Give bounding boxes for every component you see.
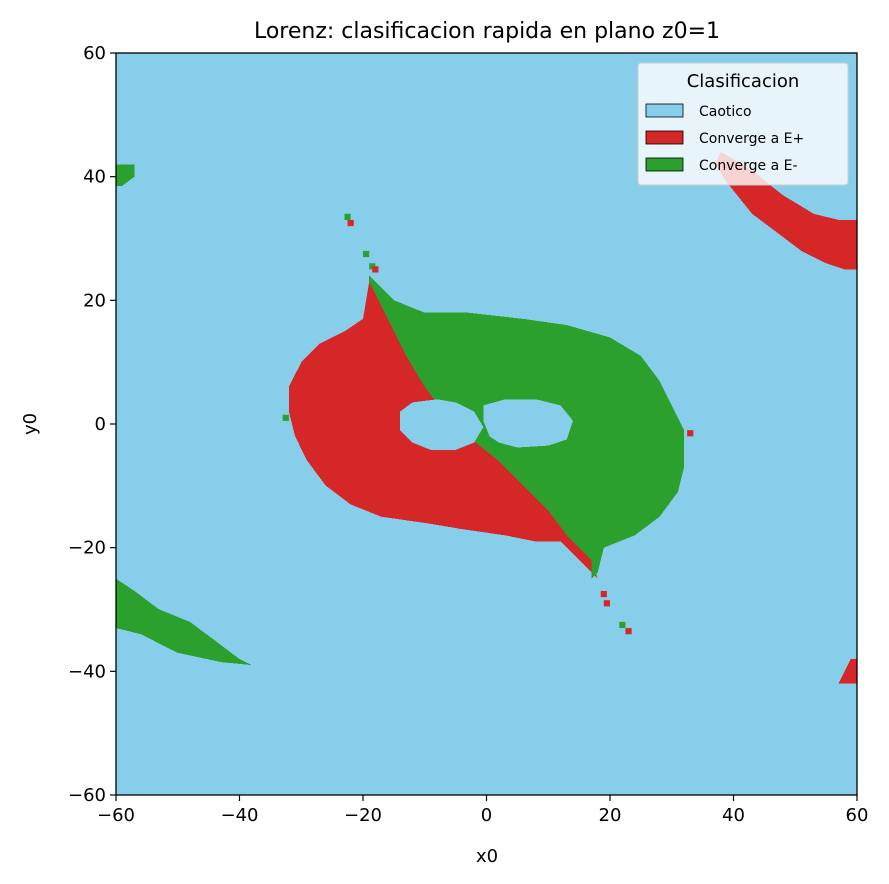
legend: Clasificacion Caotico Converge a E+ Conver… (637, 62, 849, 186)
x-tick-label: 60 (846, 805, 869, 826)
x-tick-label: 20 (599, 805, 622, 826)
heatmap-speckle (347, 219, 354, 227)
y-axis-ticks: −60 −40 −20 0 20 40 60 (68, 43, 116, 806)
x-axis-label: x0 (476, 846, 498, 867)
x-tick-label: −40 (221, 805, 259, 826)
y-tick-label: 0 (95, 414, 106, 435)
heatmap-speckle (372, 266, 379, 273)
y-tick-label: 60 (83, 43, 106, 64)
heatmap-region-4 (483, 399, 573, 448)
legend-entry-label: Caotico (699, 104, 752, 120)
x-tick-label: −20 (344, 805, 382, 826)
y-tick-label: −60 (68, 785, 106, 806)
heatmap-speckle (625, 628, 632, 635)
legend-entry-label: Converge a E+ (699, 131, 804, 147)
x-tick-label: 40 (722, 805, 745, 826)
legend-frame (637, 62, 849, 186)
y-axis-label: y0 (20, 413, 41, 435)
legend-entry-label: Converge a E- (699, 158, 798, 174)
heatmap-speckle (282, 414, 289, 421)
heatmap-speckle (600, 590, 607, 598)
legend-swatch (645, 103, 684, 118)
heatmap-speckle (369, 263, 376, 270)
heatmap-region-7 (116, 164, 135, 186)
legend-title: Clasificacion (687, 71, 800, 92)
legend-swatch (645, 130, 684, 145)
chart-title: Lorenz: clasificacion rapida en plano z0… (254, 19, 720, 44)
legend-entries: Caotico Converge a E+ Converge a E- (645, 103, 804, 174)
heatmap-speckle (687, 430, 694, 437)
heatmap-speckle (344, 213, 351, 220)
heatmap-speckle (619, 621, 626, 629)
x-tick-label: 0 (481, 805, 492, 826)
x-tick-label: −60 (97, 805, 135, 826)
heatmap-region-8 (116, 578, 252, 666)
heatmap-speckle (363, 250, 370, 258)
y-tick-label: 20 (83, 290, 106, 311)
y-tick-label: −40 (68, 661, 106, 682)
heatmap-region-3 (400, 399, 484, 450)
x-axis-ticks: −60 −40 −20 0 20 40 60 (97, 795, 868, 826)
heatmap-region-6 (838, 659, 857, 684)
y-tick-label: −20 (68, 538, 106, 559)
legend-swatch (645, 157, 684, 172)
y-tick-label: 40 (83, 167, 106, 188)
heatmap-speckle (603, 600, 610, 607)
